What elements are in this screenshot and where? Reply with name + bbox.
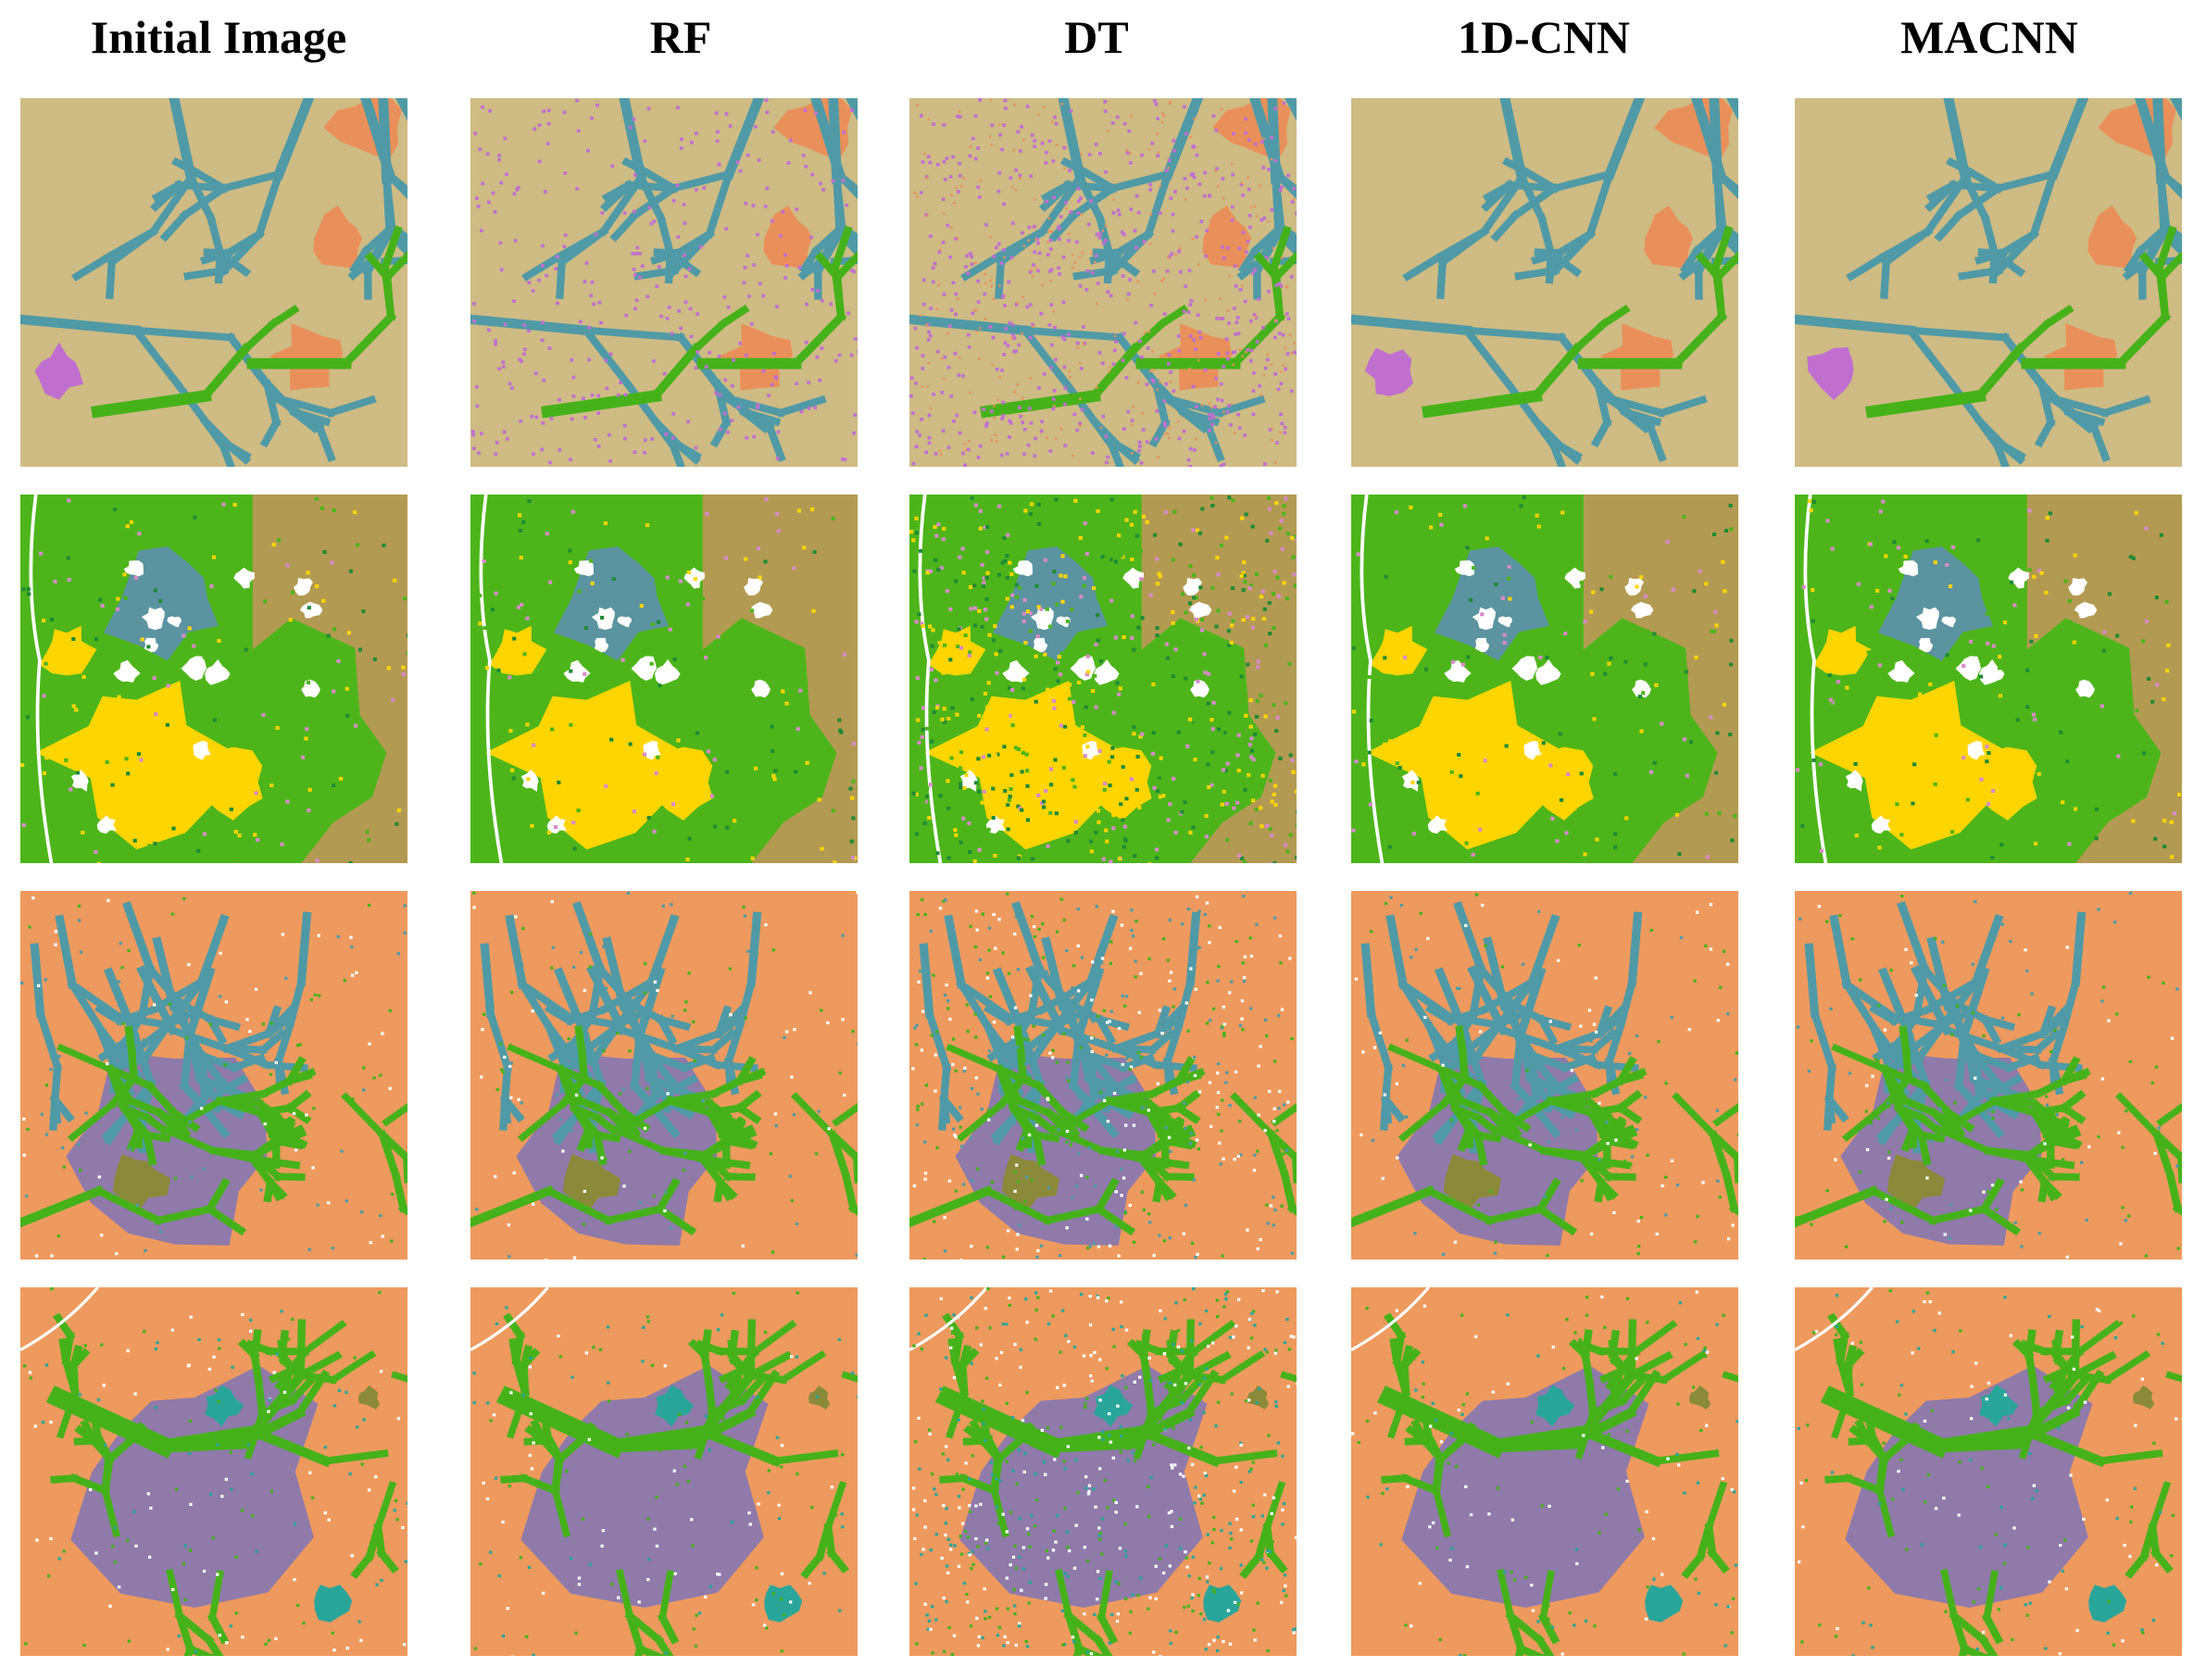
map-tile-scene-3-macnn [1795, 891, 2182, 1260]
land-cover-map [470, 98, 858, 467]
map-tile-scene-2-1d-cnn [1351, 495, 1738, 863]
map-tile-scene-4-rf [470, 1287, 858, 1656]
land-cover-map [909, 1287, 1297, 1656]
land-cover-map [20, 98, 407, 467]
map-tile-scene-3-initial-image [20, 891, 407, 1260]
map-tile-scene-3-1d-cnn [1351, 891, 1738, 1260]
land-cover-map [470, 891, 858, 1260]
land-cover-map [1351, 495, 1738, 863]
map-tile-scene-1-1d-cnn [1351, 98, 1738, 467]
land-cover-map [1351, 98, 1738, 467]
land-cover-map [20, 891, 407, 1260]
map-tile-scene-2-initial-image [20, 495, 407, 863]
land-cover-map [1795, 891, 2182, 1260]
land-cover-map [1795, 495, 2182, 863]
land-cover-map [470, 495, 858, 863]
land-cover-map [20, 495, 407, 863]
column-header-initial-image: Initial Image [90, 11, 347, 63]
land-cover-map [1795, 1287, 2182, 1656]
map-tile-scene-2-rf [470, 495, 858, 863]
column-header-1d-cnn: 1D-CNN [1457, 11, 1631, 63]
column-header-macnn: MACNN [1900, 11, 2078, 63]
land-cover-map [909, 98, 1297, 467]
map-tile-scene-2-dt [909, 495, 1297, 863]
map-tile-scene-1-initial-image [20, 98, 407, 467]
map-tile-scene-3-dt [909, 891, 1297, 1260]
map-tile-scene-1-rf [470, 98, 858, 467]
map-tile-scene-4-1d-cnn [1351, 1287, 1738, 1656]
land-cover-map [909, 891, 1297, 1260]
map-tile-scene-4-macnn [1795, 1287, 2182, 1656]
map-tile-scene-3-rf [470, 891, 858, 1260]
land-cover-map [1351, 1287, 1738, 1656]
map-tile-scene-1-macnn [1795, 98, 2182, 467]
map-tile-scene-2-macnn [1795, 495, 2182, 863]
map-tile-scene-1-dt [909, 98, 1297, 467]
column-header-dt: DT [1064, 11, 1129, 63]
land-cover-map [1351, 891, 1738, 1260]
land-cover-map [470, 1287, 858, 1656]
column-header-rf: RF [649, 11, 712, 63]
land-cover-map [1795, 98, 2182, 467]
map-tile-scene-4-initial-image [20, 1287, 407, 1656]
land-cover-map [909, 495, 1297, 863]
land-cover-map [20, 1287, 407, 1656]
map-tile-scene-4-dt [909, 1287, 1297, 1656]
